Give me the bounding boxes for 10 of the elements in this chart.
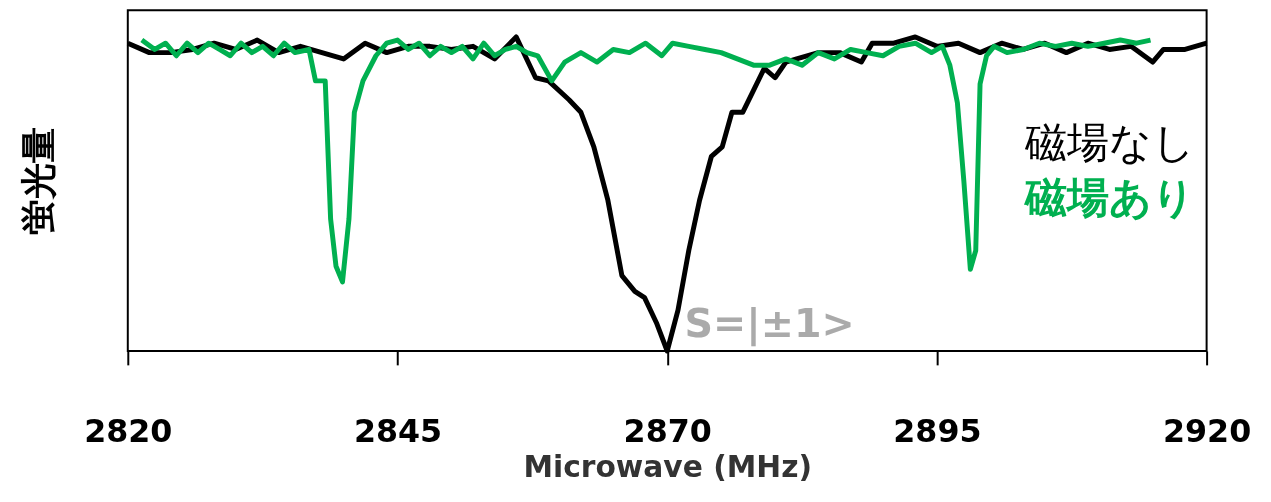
x-tick-label: 2870 [623,412,712,449]
x-tick-label: 2820 [84,412,173,449]
x-tick-label: 2845 [353,412,443,449]
annotation: S=|±1> [684,300,855,348]
x-tick-label: 2895 [893,412,982,449]
series-label: 磁場なし [1023,117,1195,167]
series-label: 磁場あり [1022,173,1195,223]
x-tick-label: 2920 [1163,412,1252,449]
x-axis-title: Microwave (MHz) [523,449,812,485]
y-axis-title: 蛍光量 [18,127,60,236]
